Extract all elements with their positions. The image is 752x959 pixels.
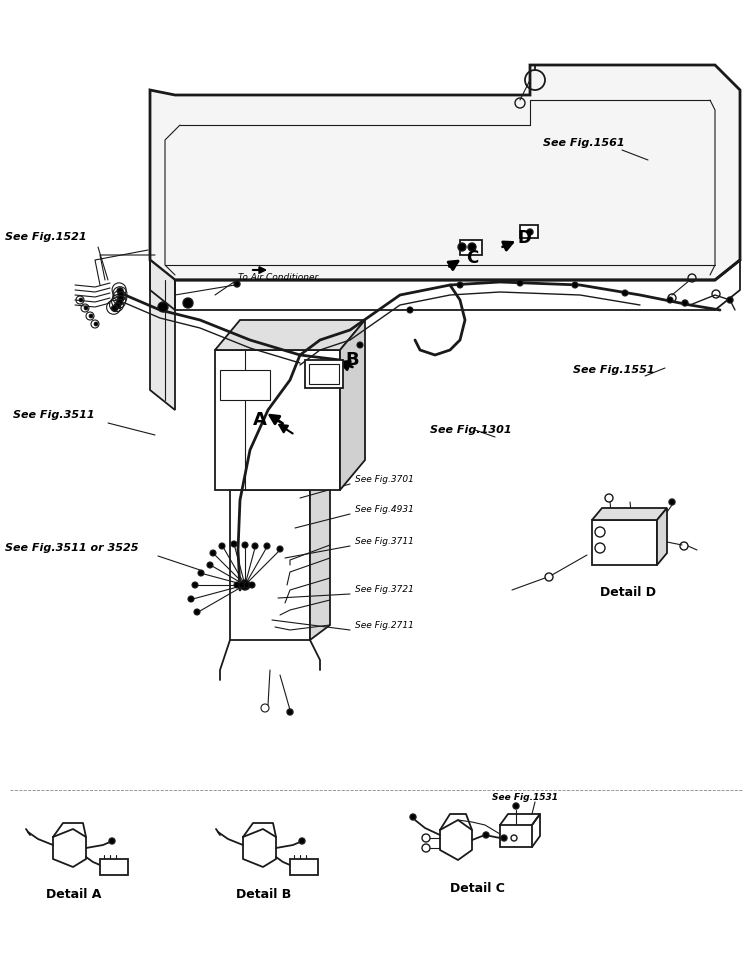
Circle shape [249, 582, 255, 588]
Text: D: D [517, 229, 531, 247]
Bar [220, 370, 270, 400]
Text: See Fig.1531: See Fig.1531 [492, 793, 558, 803]
Circle shape [231, 541, 237, 547]
Circle shape [234, 582, 240, 588]
Text: See Fig.2711: See Fig.2711 [355, 620, 414, 629]
Circle shape [667, 297, 673, 303]
Polygon shape [215, 320, 365, 350]
Circle shape [513, 803, 519, 809]
Circle shape [277, 546, 283, 552]
Circle shape [118, 292, 124, 297]
Text: See Fig.1561: See Fig.1561 [543, 138, 625, 148]
Polygon shape [150, 255, 175, 410]
Bar [460, 240, 482, 255]
Text: To Air Conditioner: To Air Conditioner [238, 273, 318, 283]
Circle shape [572, 282, 578, 288]
Circle shape [188, 596, 194, 602]
Circle shape [118, 295, 124, 301]
Circle shape [158, 302, 168, 312]
Bar [500, 825, 532, 847]
Circle shape [244, 582, 250, 588]
Text: See Fig.3701: See Fig.3701 [355, 476, 414, 484]
Circle shape [727, 297, 733, 303]
Circle shape [682, 300, 688, 306]
Circle shape [79, 298, 83, 302]
Text: See Fig.1301: See Fig.1301 [430, 425, 511, 435]
Circle shape [252, 543, 258, 549]
Text: A: A [253, 411, 267, 429]
Circle shape [287, 709, 293, 715]
Circle shape [410, 814, 416, 820]
Circle shape [194, 609, 200, 615]
Circle shape [407, 307, 413, 313]
Text: See Fig.1551: See Fig.1551 [573, 365, 655, 375]
Circle shape [527, 229, 533, 235]
Circle shape [192, 582, 198, 588]
Circle shape [501, 835, 507, 841]
Text: See Fig.1521: See Fig.1521 [5, 232, 86, 242]
Text: B: B [345, 351, 359, 369]
Text: Detail C: Detail C [450, 881, 505, 895]
Polygon shape [340, 320, 365, 490]
Circle shape [468, 243, 476, 251]
Circle shape [111, 305, 117, 312]
Circle shape [117, 299, 123, 305]
Polygon shape [150, 65, 740, 280]
Text: Detail A: Detail A [46, 888, 102, 901]
Circle shape [622, 290, 628, 296]
Circle shape [84, 306, 88, 310]
Circle shape [299, 838, 305, 844]
Polygon shape [592, 508, 667, 520]
Circle shape [239, 582, 245, 588]
Circle shape [117, 288, 123, 293]
Circle shape [210, 550, 216, 556]
Bar [309, 364, 339, 384]
Circle shape [483, 832, 489, 838]
Polygon shape [215, 350, 340, 490]
Text: See Fig.3721: See Fig.3721 [355, 586, 414, 595]
Circle shape [183, 298, 193, 308]
Polygon shape [657, 508, 667, 565]
Circle shape [109, 838, 115, 844]
Circle shape [357, 342, 363, 348]
Text: C: C [466, 249, 478, 267]
Circle shape [94, 322, 98, 326]
Circle shape [219, 543, 225, 549]
Circle shape [669, 499, 675, 505]
Circle shape [240, 580, 250, 590]
Circle shape [198, 570, 204, 576]
Polygon shape [230, 490, 310, 640]
Text: Detail B: Detail B [236, 888, 291, 901]
Circle shape [264, 543, 270, 549]
Bar [100, 859, 128, 875]
Circle shape [242, 542, 248, 548]
Text: See Fig.3511: See Fig.3511 [13, 410, 95, 420]
Circle shape [207, 562, 213, 568]
Text: See Fig.3711: See Fig.3711 [355, 537, 414, 547]
Circle shape [114, 303, 120, 309]
Text: Detail D: Detail D [600, 586, 656, 598]
Circle shape [458, 243, 466, 251]
Circle shape [89, 314, 93, 318]
Bar [520, 225, 538, 238]
Circle shape [457, 282, 463, 288]
Circle shape [517, 280, 523, 286]
Text: See Fig.4931: See Fig.4931 [355, 505, 414, 514]
Bar [290, 859, 318, 875]
Bar [305, 360, 343, 388]
Text: See Fig.3511 or 3525: See Fig.3511 or 3525 [5, 543, 138, 553]
Polygon shape [592, 520, 657, 565]
Polygon shape [310, 475, 330, 640]
Circle shape [234, 281, 240, 287]
